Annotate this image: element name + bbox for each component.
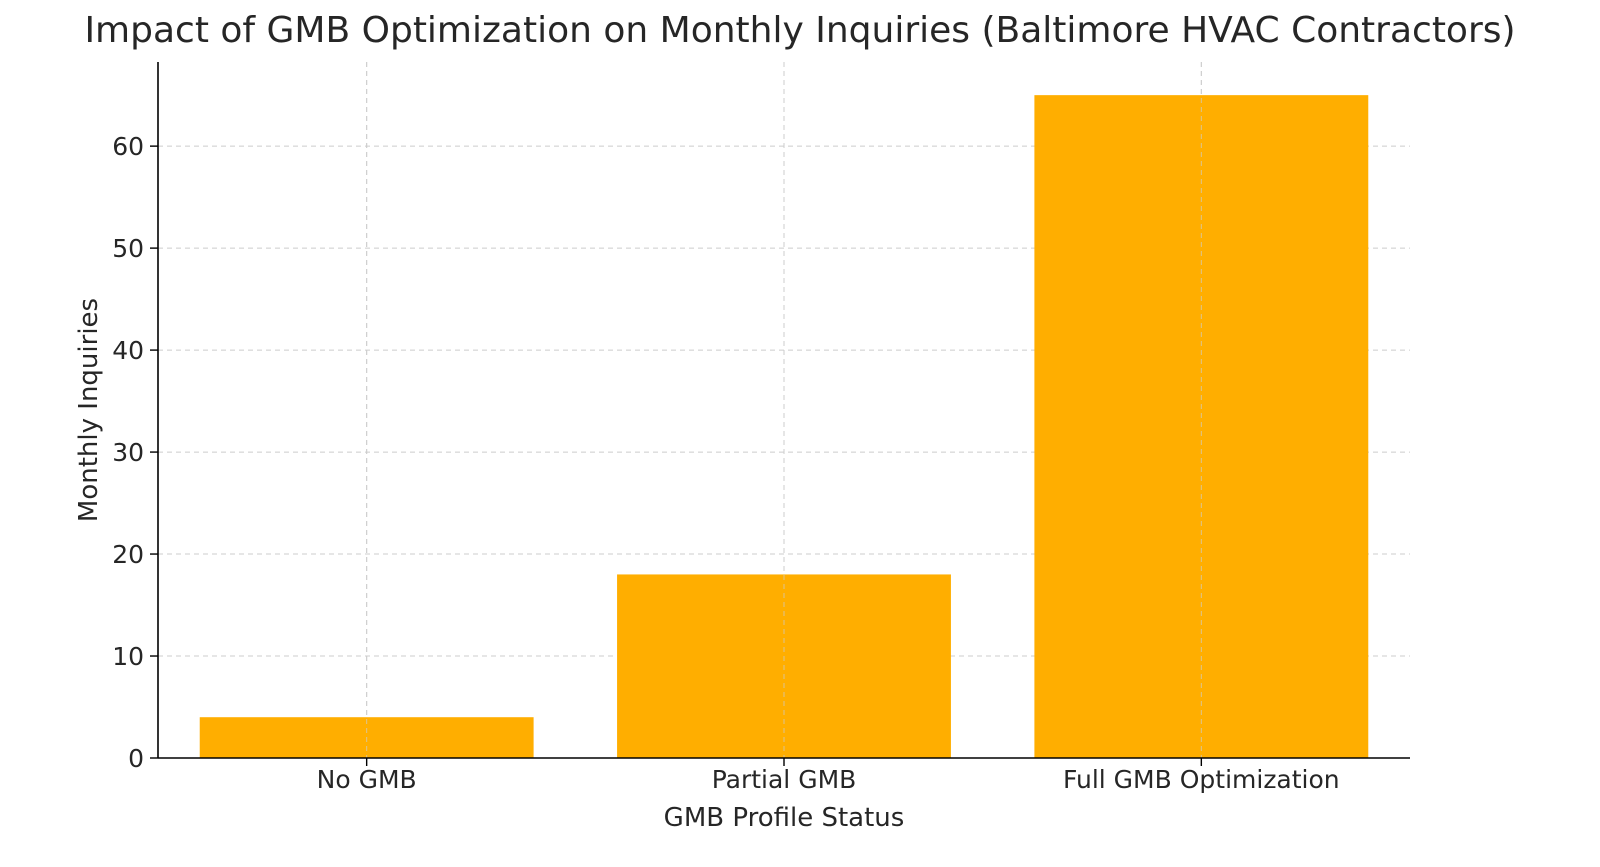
x-tick-label: Partial GMB — [712, 765, 857, 794]
y-tick-label: 40 — [112, 336, 144, 365]
y-tick-label: 0 — [128, 744, 144, 773]
y-tick-label: 20 — [112, 540, 144, 569]
chart-title: Impact of GMB Optimization on Monthly In… — [84, 10, 1516, 51]
y-tick-label: 50 — [112, 234, 144, 263]
x-tick-label: Full GMB Optimization — [1063, 765, 1340, 794]
y-tick-label: 60 — [112, 132, 144, 161]
y-tick-label: 30 — [112, 438, 144, 467]
x-axis-label: GMB Profile Status — [664, 803, 905, 833]
y-axis-label: Monthly Inquiries — [74, 298, 104, 522]
x-tick-label: No GMB — [317, 765, 417, 794]
y-tick-label: 10 — [112, 642, 144, 671]
